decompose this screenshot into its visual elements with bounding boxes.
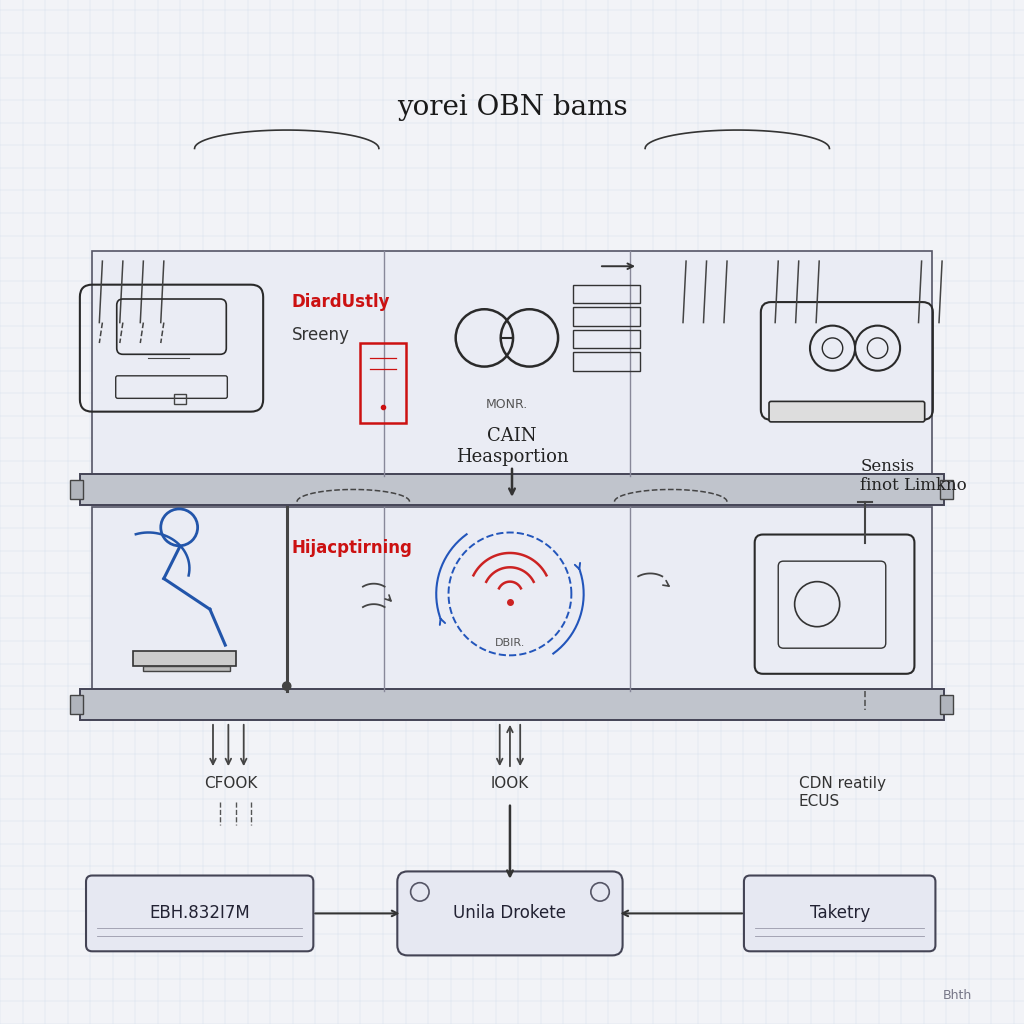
- FancyBboxPatch shape: [769, 401, 925, 422]
- Text: Hijacptirning: Hijacptirning: [292, 539, 413, 557]
- Text: Unila Drokete: Unila Drokete: [454, 904, 566, 923]
- Text: Bhth: Bhth: [943, 989, 972, 1001]
- FancyBboxPatch shape: [397, 871, 623, 955]
- Text: yorei OBN bams: yorei OBN bams: [396, 94, 628, 121]
- FancyBboxPatch shape: [743, 876, 936, 951]
- Text: MONR.: MONR.: [485, 398, 528, 411]
- Text: Sensis
finot Limkno: Sensis finot Limkno: [860, 458, 967, 495]
- FancyBboxPatch shape: [143, 666, 230, 671]
- FancyBboxPatch shape: [86, 876, 313, 951]
- FancyBboxPatch shape: [940, 480, 953, 499]
- FancyBboxPatch shape: [70, 695, 83, 714]
- FancyBboxPatch shape: [133, 651, 236, 666]
- Text: Sreeny: Sreeny: [292, 326, 350, 344]
- FancyBboxPatch shape: [92, 507, 932, 691]
- Text: Taketry: Taketry: [810, 904, 869, 923]
- FancyBboxPatch shape: [80, 689, 944, 720]
- Text: DiardUstly: DiardUstly: [292, 293, 390, 311]
- Text: CDN reatily
ECUS: CDN reatily ECUS: [799, 776, 886, 809]
- Text: CAIN
Heasportion: CAIN Heasportion: [456, 427, 568, 466]
- FancyBboxPatch shape: [70, 480, 83, 499]
- Circle shape: [283, 682, 291, 690]
- FancyBboxPatch shape: [80, 474, 944, 505]
- Text: CFOOK: CFOOK: [204, 776, 257, 792]
- Text: DBIR.: DBIR.: [495, 638, 525, 648]
- FancyBboxPatch shape: [940, 695, 953, 714]
- Text: lOOK: lOOK: [490, 776, 529, 792]
- Text: EBH.832I7M: EBH.832I7M: [150, 904, 250, 923]
- FancyBboxPatch shape: [92, 251, 932, 476]
